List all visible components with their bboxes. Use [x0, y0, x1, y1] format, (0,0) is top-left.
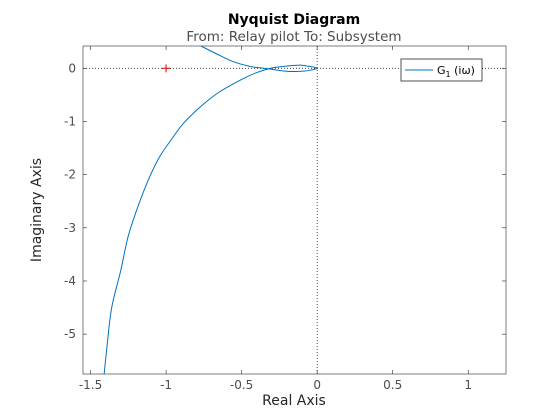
plot-area: -1.5 -1 -0.5 0 0.5 1 0 -1 -2 -3 -4 -5 [64, 45, 507, 392]
x-tick-label: -1 [160, 378, 172, 392]
plot-box [82, 45, 507, 375]
legend-subscript: 1 [446, 70, 451, 79]
y-ticks: 0 -1 -2 -3 -4 -5 [64, 61, 506, 341]
y-tick-label: -3 [64, 221, 76, 235]
y-axis-label: Imaginary Axis [29, 158, 45, 262]
series-layer [103, 46, 318, 374]
nyquist-curve [103, 46, 318, 374]
x-tick-label: 1 [464, 378, 472, 392]
y-tick-label: -1 [64, 114, 76, 128]
critical-point-marker [162, 64, 171, 73]
legend: G1 (iω) [400, 58, 483, 82]
y-tick-label: -2 [64, 168, 76, 182]
legend-entry: G1 (iω) [437, 64, 475, 79]
y-tick-label: -5 [64, 327, 76, 341]
x-tick-label: 0 [313, 378, 321, 392]
y-tick-label: 0 [68, 61, 76, 75]
x-tick-label: -0.5 [230, 378, 253, 392]
legend-box [400, 58, 483, 82]
x-tick-label: 0.5 [383, 378, 402, 392]
x-tick-label: -1.5 [79, 378, 102, 392]
x-axis-label: Real Axis [262, 393, 326, 409]
zero-lines [83, 46, 506, 374]
chart-subtitle: From: Relay pilot To: Subsystem [186, 29, 401, 45]
y-tick-label: -4 [64, 274, 76, 288]
chart-title: Nyquist Diagram [228, 12, 360, 28]
x-ticks: -1.5 -1 -0.5 0 0.5 1 [79, 46, 472, 392]
